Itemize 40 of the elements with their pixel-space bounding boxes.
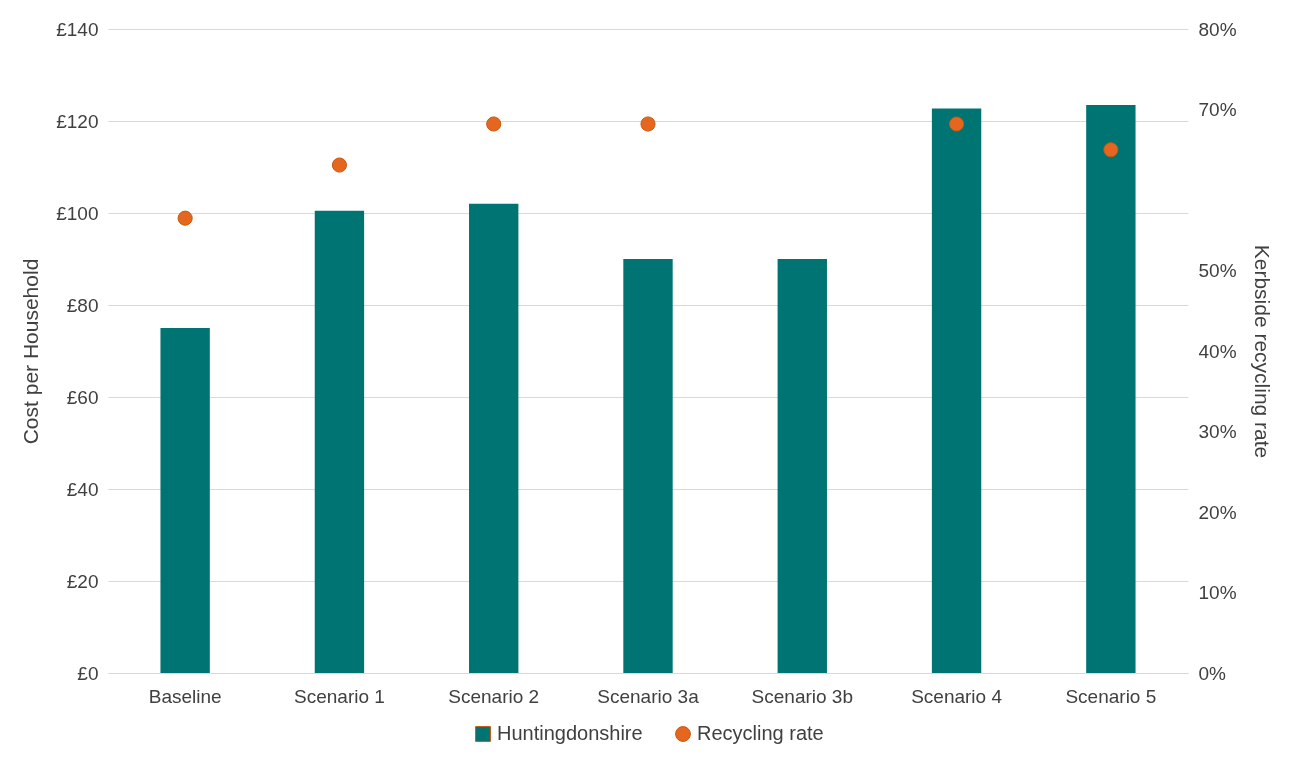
legend-label: Recycling rate bbox=[697, 722, 824, 744]
x-tick-label: Scenario 4 bbox=[911, 685, 1003, 707]
y2-tick-label: 0% bbox=[1198, 662, 1227, 684]
y-tick-label: £0 bbox=[77, 662, 99, 684]
x-tick-label: Scenario 1 bbox=[294, 685, 385, 707]
point bbox=[486, 116, 502, 132]
y-axis-title: Cost per Household bbox=[19, 258, 43, 445]
x-tick-label: Scenario 3a bbox=[597, 685, 700, 707]
y2-tick-label: 30% bbox=[1198, 421, 1237, 442]
bar bbox=[469, 203, 519, 673]
bar bbox=[777, 259, 827, 673]
y-tick-label: £40 bbox=[66, 478, 99, 500]
y2-tick-label: 80% bbox=[1198, 18, 1237, 40]
bar bbox=[931, 108, 982, 673]
y-tick-label: £80 bbox=[66, 294, 99, 316]
point bbox=[177, 210, 193, 226]
point bbox=[331, 157, 347, 173]
bar bbox=[1086, 104, 1136, 673]
y-tick-label: £120 bbox=[56, 110, 99, 132]
point bbox=[949, 116, 965, 132]
x-tick-label: Scenario 3b bbox=[751, 685, 853, 707]
x-tick-label: Scenario 5 bbox=[1065, 685, 1157, 707]
y-tick-label: £140 bbox=[56, 18, 99, 40]
y2-axis-title: Kerbside recycling rate bbox=[1250, 244, 1274, 459]
y2-tick-label: 40% bbox=[1198, 340, 1237, 362]
bar bbox=[623, 259, 673, 673]
y2-tick-label: 70% bbox=[1198, 99, 1237, 120]
y2-tick-label: 20% bbox=[1198, 501, 1237, 523]
y-tick-label: £20 bbox=[66, 570, 99, 592]
y-tick-label: £100 bbox=[56, 202, 99, 224]
y-tick-label: £60 bbox=[66, 386, 99, 408]
y2-tick-label: 50% bbox=[1198, 260, 1237, 281]
x-tick-label: Baseline bbox=[148, 685, 222, 707]
bar bbox=[314, 210, 365, 673]
y2-tick-label: 10% bbox=[1198, 582, 1237, 603]
legend-label: Huntingdonshire bbox=[497, 722, 643, 744]
bar bbox=[160, 328, 210, 673]
point bbox=[1103, 142, 1119, 158]
x-tick-label: Scenario 2 bbox=[448, 685, 540, 707]
point bbox=[640, 116, 656, 132]
